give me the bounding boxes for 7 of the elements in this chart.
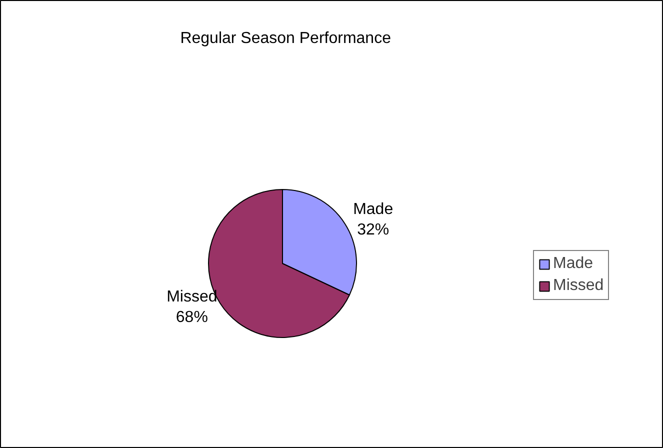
legend-label: Missed <box>553 277 604 295</box>
data-label: 32% <box>357 222 390 239</box>
data-label: 68% <box>176 308 208 326</box>
legend-label: Made <box>553 255 594 273</box>
slice-label: Missed <box>166 288 218 306</box>
chart-title: Regular Season Performance <box>180 30 392 47</box>
slice-label: Made <box>353 201 394 218</box>
